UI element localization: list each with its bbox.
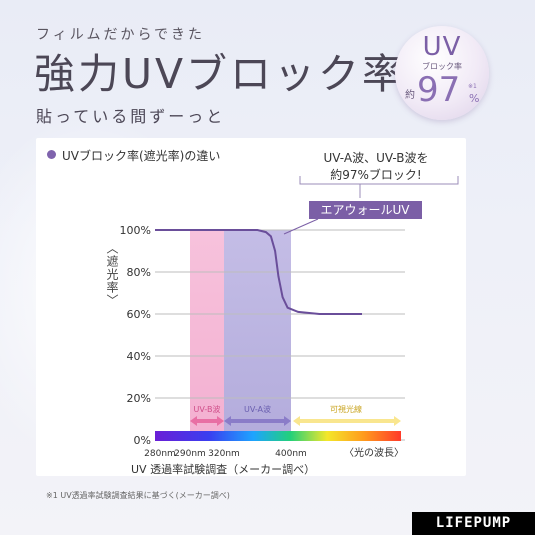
uv-a-arrow-head-left xyxy=(224,416,231,426)
x-tick-label: 290nm xyxy=(174,449,206,459)
brand-logo: LIFEPUMP xyxy=(412,512,535,535)
visible-band-label: 可視光線 xyxy=(330,404,362,414)
uv-b-arrow-head-right xyxy=(217,416,224,426)
x-tick-label: 280nm xyxy=(144,449,176,459)
uv-b-band-label: UV-B波 xyxy=(194,404,221,414)
visible-arrow-head-left xyxy=(293,416,300,426)
wavelength-spectrum-bar xyxy=(155,431,401,441)
callout-line-1: UV-A波、UV-B波を xyxy=(323,151,429,165)
y-tick-label: 100% xyxy=(120,224,151,237)
callout-line-2: 約97%ブロック! xyxy=(330,168,422,182)
chart-legend-title: UVブロック率(遮光率)の違い xyxy=(62,149,221,163)
callout-bracket xyxy=(299,176,459,198)
x-tick-label: 400nm xyxy=(275,449,307,459)
uv-a-arrow-head-right xyxy=(284,416,291,426)
y-tick-label: 0% xyxy=(134,434,151,447)
header-title: 強力UVブロック率 xyxy=(34,50,407,98)
chart-source-note: UV 透過率試験調査（メーカー調べ） xyxy=(131,462,315,476)
badge-percent-sign: % xyxy=(469,92,480,105)
y-tick-label: 40% xyxy=(127,350,151,363)
visible-arrow-head-right xyxy=(394,416,401,426)
series-label-leader xyxy=(283,218,319,235)
y-tick-label: 20% xyxy=(127,392,151,405)
legend-bullet-icon xyxy=(47,150,56,159)
badge-uv-text: UV xyxy=(422,32,462,62)
uv-b-arrow-head-left xyxy=(190,416,197,426)
y-tick-label: 60% xyxy=(127,308,151,321)
series-line-airwall-uv xyxy=(155,229,362,315)
callout-text: UV-A波、UV-B波を 約97%ブロック! xyxy=(306,150,446,184)
y-axis-label: 〈遮光率〉 xyxy=(105,242,119,307)
footnote-text: ※1 UV透過率試験調査結果に基づく(メーカー調べ) xyxy=(46,491,230,500)
series-label-text: エアウォールUV xyxy=(321,203,411,217)
badge-footnote-mark: ※1 xyxy=(468,83,477,90)
header-subtitle: フィルムだからできた xyxy=(36,27,206,43)
badge-percent-value: 97 xyxy=(417,70,461,110)
header-tagline: 貼っている間ずーっと xyxy=(36,107,226,126)
y-tick-label: 80% xyxy=(127,266,151,279)
badge-approx-text: 約 xyxy=(405,90,415,101)
x-axis-label: 〈光の波長〉 xyxy=(344,446,404,459)
uv-a-band xyxy=(224,230,291,440)
uv-block-badge: UV ブロック率 約 97 ※1 % xyxy=(395,26,489,120)
uv-a-band-label: UV-A波 xyxy=(244,404,271,414)
badge-sub-text: ブロック率 xyxy=(422,62,462,71)
uv-b-band xyxy=(190,230,224,440)
series-label-box xyxy=(309,201,422,219)
x-tick-label: 320nm xyxy=(208,449,240,459)
